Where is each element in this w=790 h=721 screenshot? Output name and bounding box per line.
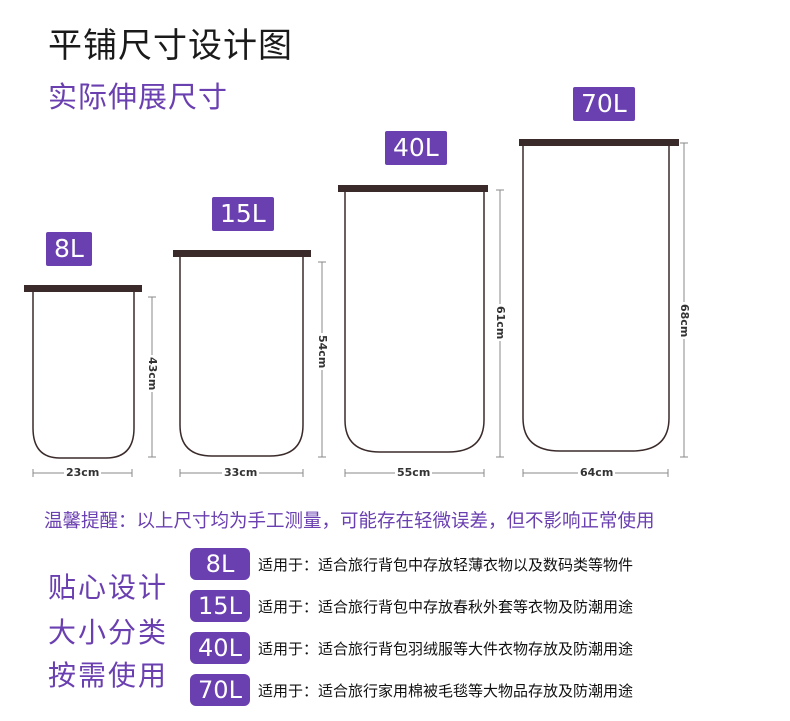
use-tag-40l: 40L: [190, 632, 250, 664]
bag-8l-height-label: 43cm: [146, 355, 159, 393]
bag-70l-width-label: 64cm: [578, 466, 616, 479]
side-label-use: 按需使用: [48, 659, 169, 692]
use-tag-70l: 70L: [190, 674, 250, 706]
bag-8l-drawing: [24, 285, 156, 477]
bag-40l-drawing: [338, 185, 504, 477]
use-text-70l: 适用于：适合旅行家用棉被毛毯等大物品存放及防潮用途: [258, 682, 634, 700]
bag-15l-width-label: 33cm: [222, 466, 260, 479]
side-label-size: 大小分类: [48, 616, 169, 649]
bag-70l-drawing: [519, 139, 688, 477]
use-text-40l: 适用于：适合旅行背包羽绒服等大件衣物存放及防潮用途: [258, 640, 634, 658]
page-title: 平铺尺寸设计图: [48, 26, 293, 66]
use-tag-8l: 8L: [190, 548, 250, 580]
bag-15l-volume-badge: 15L: [212, 197, 274, 231]
bag-size-diagram: [24, 139, 688, 477]
use-text-15l: 适用于：适合旅行背包中存放春秋外套等衣物及防潮用途: [258, 598, 634, 616]
page-subtitle: 实际伸展尺寸: [48, 80, 229, 114]
use-tag-15l: 15L: [190, 590, 250, 622]
bag-40l-volume-badge: 40L: [385, 131, 447, 165]
bag-15l-drawing: [173, 250, 326, 477]
bag-40l-width-label: 55cm: [395, 466, 433, 479]
measurement-notice: 温馨提醒：以上尺寸均为手工测量，可能存在轻微误差，但不影响正常使用: [44, 511, 655, 532]
use-text-8l: 适用于：适合旅行背包中存放轻薄衣物以及数码类等物件: [258, 556, 634, 574]
side-label-design: 贴心设计: [48, 571, 169, 604]
bag-70l-height-label: 68cm: [678, 302, 691, 340]
bag-70l-volume-badge: 70L: [573, 87, 635, 121]
bag-40l-height-label: 61cm: [494, 304, 507, 342]
bag-8l-width-label: 23cm: [64, 466, 102, 479]
bag-15l-height-label: 54cm: [316, 333, 329, 371]
bag-8l-volume-badge: 8L: [46, 232, 92, 266]
